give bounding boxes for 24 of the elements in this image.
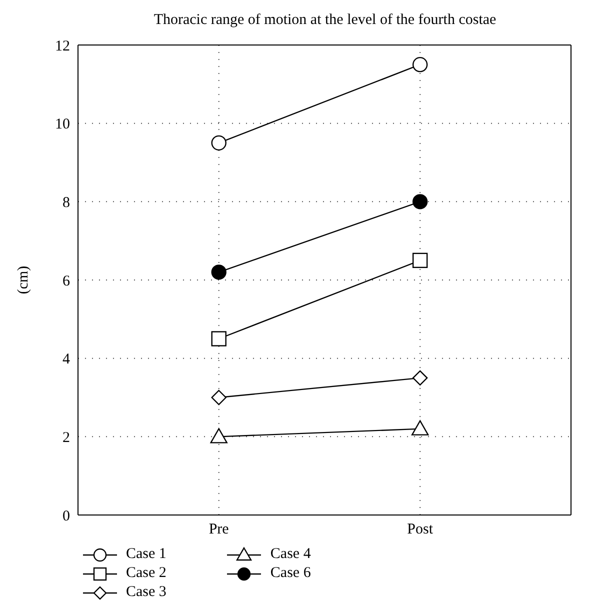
y-tick-label: 12 [55, 38, 70, 54]
y-tick-label: 0 [62, 508, 70, 524]
point [412, 370, 428, 386]
chart-title: Thoracic range of motion at the level of the fourth costae [152, 11, 498, 30]
point [412, 56, 428, 72]
legend-label: Case 2 [126, 565, 166, 582]
y-axis-title: (cm) [15, 266, 32, 294]
legend-label: Case 3 [126, 584, 166, 601]
y-tick-label: 6 [62, 273, 70, 290]
legend-label: Case 1 [126, 546, 166, 563]
point [211, 135, 226, 151]
x-tick-label: Pre [208, 522, 230, 538]
point [211, 390, 226, 406]
y-tick-label: 2 [62, 430, 70, 446]
y-tick-label: 4 [62, 352, 70, 368]
y-tick-label: 10 [55, 116, 70, 133]
point [412, 252, 428, 268]
y-tick-label: 8 [62, 194, 70, 211]
legend-label: Case 4 [270, 546, 311, 563]
legend-label: Case 6 [270, 565, 311, 582]
point [211, 331, 226, 346]
point [211, 264, 226, 280]
point [412, 194, 428, 210]
x-tick-label: Post [407, 522, 434, 538]
